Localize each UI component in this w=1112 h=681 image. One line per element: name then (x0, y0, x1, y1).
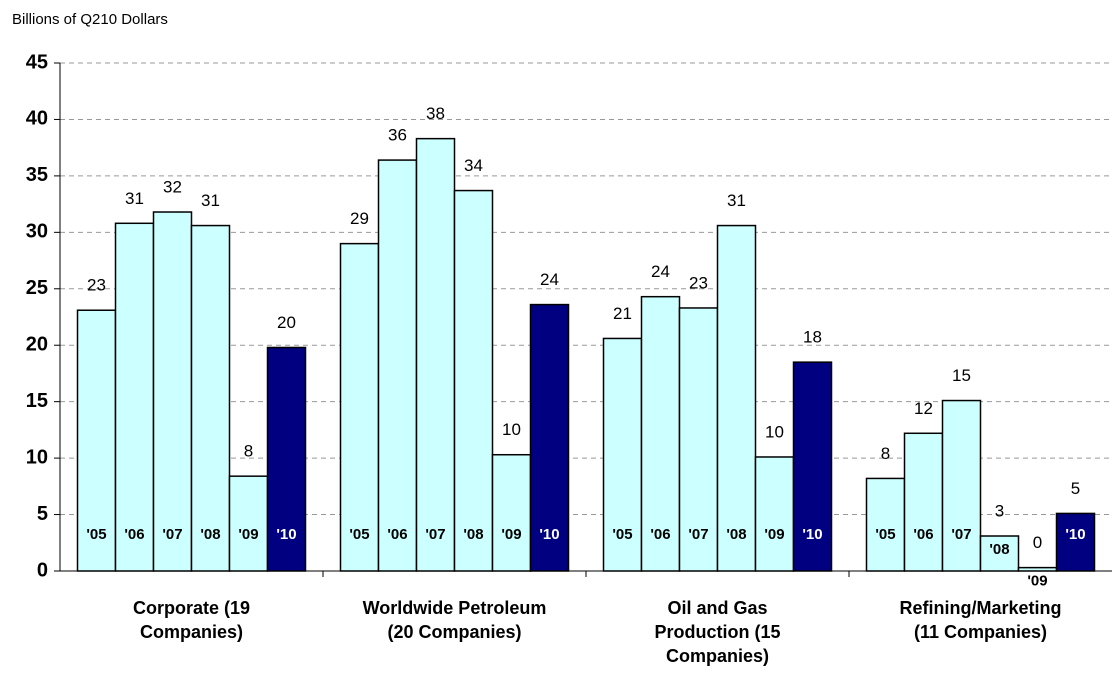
series-label: '07 (688, 526, 708, 543)
data-label: 23 (87, 276, 106, 295)
data-label: 29 (350, 209, 369, 228)
series-label: '08 (200, 526, 220, 543)
data-label: 24 (651, 262, 670, 281)
x-tick-label: Refining/Marketing (899, 598, 1061, 618)
series-label: '07 (425, 526, 445, 543)
series-label: '05 (875, 526, 895, 543)
bar (865, 477, 906, 572)
data-label: 10 (502, 420, 521, 439)
y-tick-label: 45 (26, 51, 48, 73)
series-label: '08 (726, 526, 746, 543)
bar (716, 224, 757, 572)
bar (491, 453, 532, 572)
series-label: '10 (276, 526, 296, 543)
y-tick-label: 20 (26, 334, 48, 356)
x-tick-label: (20 Companies) (387, 622, 521, 642)
series-label: '08 (463, 526, 483, 543)
y-tick-label: 10 (26, 446, 48, 468)
bar (152, 211, 193, 572)
bar (190, 224, 231, 572)
data-label: 15 (952, 366, 971, 385)
y-tick-label: 40 (26, 108, 48, 130)
series-label: '05 (612, 526, 632, 543)
x-tick-label: Oil and Gas (667, 598, 767, 618)
data-label: 5 (1071, 479, 1080, 498)
data-label: 12 (914, 399, 933, 418)
data-label: 20 (277, 313, 296, 332)
series-label: '09 (238, 526, 258, 543)
x-tick-label: Corporate (19 (133, 598, 250, 618)
series-label: '08 (989, 541, 1009, 558)
y-tick-label: 0 (37, 559, 48, 581)
bar (941, 399, 982, 572)
data-label: 32 (163, 177, 182, 196)
bar (114, 222, 155, 572)
data-label: 31 (201, 191, 220, 210)
series-label: '05 (349, 526, 369, 543)
x-tick-label: Production (15 (654, 622, 780, 642)
series-label: '10 (802, 526, 822, 543)
series-label: '10 (1065, 526, 1085, 543)
x-tick-label: Companies) (666, 646, 769, 666)
bar (903, 432, 944, 572)
bar (529, 303, 570, 572)
y-axis-label: Billions of Q210 Dollars (12, 11, 168, 28)
bar (228, 475, 269, 572)
data-label: 21 (613, 304, 632, 323)
data-label: 38 (426, 104, 445, 123)
data-label: 8 (881, 444, 890, 463)
series-label: '05 (86, 526, 106, 543)
x-tick-label: (11 Companies) (914, 622, 1047, 642)
bar (415, 137, 456, 572)
data-label: 10 (765, 422, 784, 441)
y-tick-label: 25 (26, 277, 48, 299)
series-label: '09 (764, 526, 784, 543)
bar (266, 346, 307, 572)
data-label: 8 (244, 442, 253, 461)
series-label: '06 (650, 526, 670, 543)
data-label: 3 (995, 501, 1004, 520)
series-label: '09 (1027, 573, 1047, 590)
data-label: 18 (803, 328, 822, 347)
series-label: '10 (539, 526, 559, 543)
series-label: '07 (162, 526, 182, 543)
series-label: '07 (951, 526, 971, 543)
bar (678, 307, 719, 572)
bar (979, 535, 1020, 572)
series-label: '06 (913, 526, 933, 543)
bar (792, 361, 833, 572)
data-label: 0 (1033, 533, 1042, 552)
data-label: 31 (125, 189, 144, 208)
data-label: 36 (388, 126, 407, 145)
bar (602, 337, 643, 572)
series-label: '06 (124, 526, 144, 543)
bar (640, 295, 681, 572)
y-tick-label: 35 (26, 164, 48, 186)
bar (339, 242, 380, 572)
series-label: '09 (501, 526, 521, 543)
bar (377, 159, 418, 572)
data-label: 23 (689, 273, 708, 292)
bar (1055, 512, 1096, 572)
x-tick-label: Worldwide Petroleum (363, 598, 547, 618)
bar (1017, 566, 1058, 572)
series-label: '06 (387, 526, 407, 543)
data-label: 34 (464, 156, 483, 175)
bar (754, 456, 795, 572)
x-tick-label: Companies) (140, 622, 243, 642)
y-tick-label: 30 (26, 221, 48, 243)
data-label: 31 (727, 191, 746, 210)
bar (453, 189, 494, 572)
y-tick-label: 5 (37, 503, 48, 525)
data-label: 24 (540, 270, 559, 289)
y-tick-label: 15 (26, 390, 48, 412)
